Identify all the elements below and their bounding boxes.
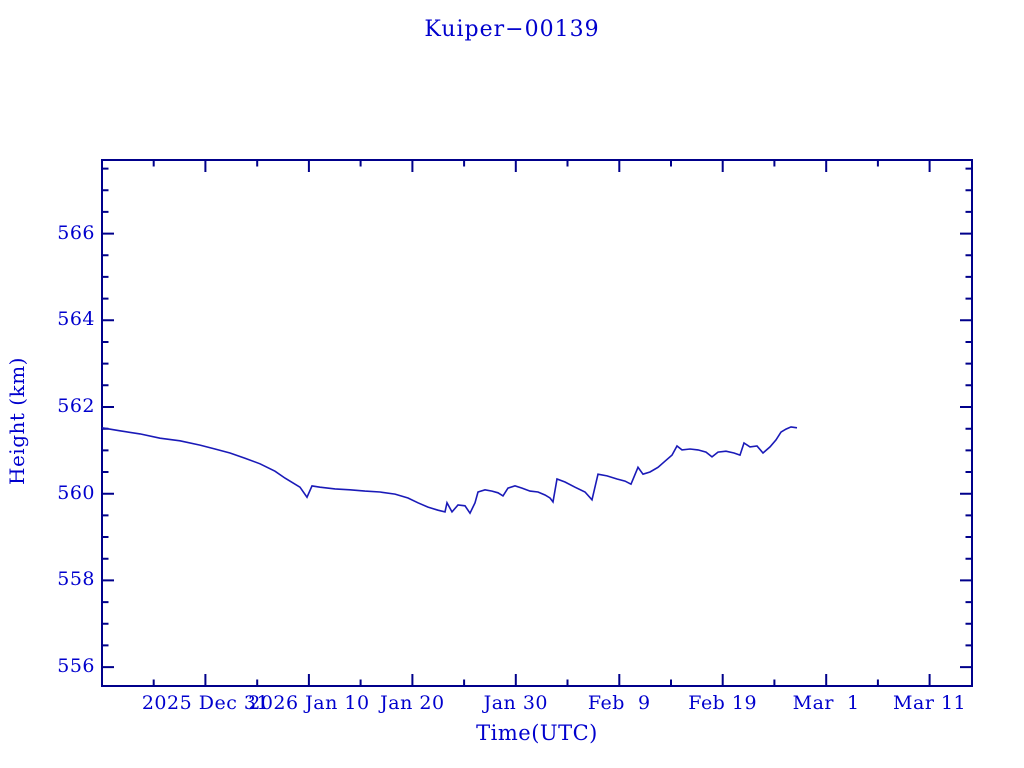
y-tick-label: 558 bbox=[57, 568, 95, 591]
axis-box bbox=[101, 159, 973, 687]
x-tick-label: Mar 11 bbox=[893, 692, 967, 714]
data-line bbox=[101, 426, 798, 515]
x-tick-label: Jan 30 bbox=[483, 692, 548, 714]
x-tick-label: Feb 9 bbox=[587, 692, 651, 714]
x-tick-label: Mar 1 bbox=[792, 692, 860, 714]
chart-title: Kuiper−00139 bbox=[424, 17, 600, 42]
x-tick-label: Jan 20 bbox=[380, 692, 445, 714]
y-tick-label: 556 bbox=[57, 655, 95, 678]
y-tick-label: 560 bbox=[57, 481, 95, 504]
x-tick-label: 2025 Dec 31 bbox=[141, 692, 270, 714]
x-tick-label: 2026 Jan 10 bbox=[248, 692, 370, 714]
y-tick-label: 562 bbox=[57, 395, 95, 417]
x-tick-label: Feb 19 bbox=[688, 692, 758, 714]
axis-ticks bbox=[103, 161, 971, 685]
y-tick-label: 564 bbox=[57, 308, 95, 331]
x-axis-label: Time(UTC) bbox=[476, 721, 598, 745]
y-tick-label: 566 bbox=[57, 221, 95, 244]
